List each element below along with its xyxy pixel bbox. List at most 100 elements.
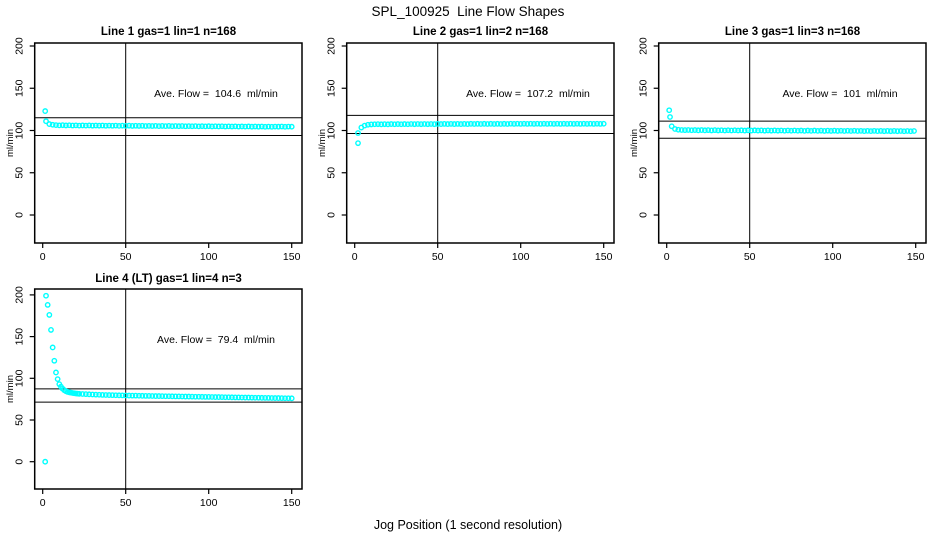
- plot-box: [33, 288, 303, 490]
- data-point: [126, 392, 132, 399]
- data-point: [667, 114, 673, 120]
- data-point: [574, 120, 581, 127]
- data-point: [501, 120, 507, 127]
- y-tick-label: 0: [326, 212, 338, 218]
- panel-2-y-axis-label: ml/min: [317, 129, 328, 157]
- data-point: [911, 128, 917, 134]
- x-tick-label: 0: [40, 251, 46, 263]
- data-point: [112, 392, 119, 399]
- data-point: [179, 123, 186, 129]
- data-point: [155, 123, 162, 130]
- panel-4-ave-flow-annotation: Ave. Flow = 79.4 ml/min: [157, 334, 275, 346]
- data-point: [54, 376, 61, 383]
- data-point: [73, 122, 79, 129]
- data-point: [784, 127, 791, 134]
- data-point: [695, 127, 702, 134]
- data-point: [434, 121, 441, 127]
- data-point: [175, 123, 182, 130]
- data-point: [132, 122, 139, 129]
- data-point: [179, 393, 186, 400]
- data-point: [685, 127, 692, 133]
- data-point: [278, 395, 285, 402]
- data-point: [229, 394, 235, 401]
- data-point: [215, 123, 222, 130]
- data-point: [175, 393, 182, 400]
- data-point: [89, 122, 96, 129]
- data-point: [262, 123, 269, 130]
- data-point: [748, 127, 755, 134]
- y-tick-label: 200: [638, 37, 650, 55]
- data-point: [775, 127, 781, 134]
- data-point: [49, 344, 56, 351]
- data-point: [484, 121, 491, 127]
- panel-4-y-axis-label: ml/min: [5, 375, 16, 403]
- data-point: [907, 128, 914, 135]
- plot-box: [345, 42, 615, 244]
- data-point: [711, 127, 718, 134]
- data-point: [195, 393, 202, 400]
- data-point: [384, 121, 391, 128]
- data-point: [428, 121, 434, 127]
- data-point: [112, 122, 119, 129]
- x-tick-label: 150: [595, 251, 613, 263]
- data-point: [99, 391, 106, 398]
- data-point: [189, 123, 196, 130]
- data-point: [192, 393, 199, 400]
- data-point: [557, 121, 564, 127]
- data-point: [43, 118, 49, 125]
- data-point: [285, 123, 292, 130]
- data-point: [139, 392, 146, 399]
- data-point: [808, 127, 815, 134]
- data-point: [735, 127, 741, 134]
- data-point: [116, 392, 122, 399]
- y-tick-label: 150: [14, 328, 26, 346]
- data-point: [355, 130, 361, 136]
- data-point: [209, 123, 215, 130]
- x-tick-label: 100: [200, 497, 218, 509]
- data-point: [451, 121, 458, 127]
- x-tick-label: 0: [352, 251, 358, 263]
- data-point: [109, 392, 116, 399]
- data-point: [904, 128, 911, 134]
- data-point: [268, 395, 275, 401]
- data-point: [547, 120, 554, 127]
- data-point: [554, 120, 561, 127]
- data-point: [248, 123, 255, 130]
- data-point: [854, 128, 861, 134]
- panel-4-title: Line 4 (LT) gas=1 lin=4 n=3: [95, 273, 242, 285]
- y-tick-label: 0: [638, 212, 650, 218]
- data-point: [258, 394, 265, 401]
- data-point: [682, 127, 688, 134]
- x-axis-label: Jog Position (1 second resolution): [373, 518, 563, 532]
- data-point: [255, 394, 262, 401]
- data-point: [288, 123, 295, 130]
- data-point: [212, 394, 219, 400]
- y-tick-label: 100: [638, 122, 650, 140]
- x-tick-label: 50: [120, 497, 132, 509]
- y-tick-label: 50: [14, 167, 26, 179]
- data-point: [814, 127, 821, 134]
- data-point: [778, 127, 785, 134]
- data-point: [531, 121, 537, 127]
- data-point: [438, 121, 444, 127]
- data-point: [841, 128, 848, 134]
- x-tick-label: 150: [283, 497, 301, 509]
- data-point: [189, 393, 196, 400]
- x-tick-label: 150: [283, 251, 301, 263]
- data-point: [132, 392, 139, 399]
- data-point: [401, 121, 408, 127]
- data-point: [887, 128, 894, 135]
- data-point: [570, 121, 577, 127]
- data-point: [182, 123, 189, 130]
- data-point: [44, 302, 51, 308]
- data-point: [99, 122, 106, 129]
- data-point: [86, 391, 93, 398]
- panel-1-y-axis-label: ml/min: [5, 129, 16, 157]
- data-point: [76, 390, 83, 397]
- data-point: [564, 121, 571, 127]
- data-point: [82, 391, 89, 398]
- data-point: [48, 327, 54, 333]
- data-point: [597, 121, 604, 127]
- data-point: [272, 395, 278, 401]
- data-point: [594, 120, 600, 127]
